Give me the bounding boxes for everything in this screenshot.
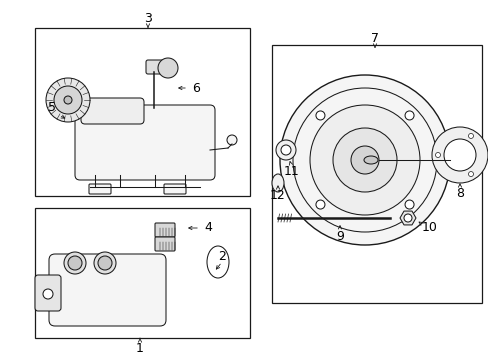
Text: 3: 3	[144, 12, 152, 24]
FancyBboxPatch shape	[75, 105, 215, 180]
Text: 8: 8	[455, 188, 463, 201]
Circle shape	[54, 86, 82, 114]
Circle shape	[281, 145, 290, 155]
Circle shape	[64, 96, 72, 104]
Circle shape	[468, 172, 472, 176]
Circle shape	[275, 140, 295, 160]
Circle shape	[309, 105, 419, 215]
Circle shape	[43, 289, 53, 299]
Circle shape	[404, 111, 413, 120]
Ellipse shape	[363, 156, 377, 164]
Circle shape	[332, 128, 396, 192]
Text: 6: 6	[192, 81, 200, 94]
Text: 7: 7	[370, 31, 378, 45]
Circle shape	[468, 134, 472, 139]
Circle shape	[315, 200, 325, 209]
FancyBboxPatch shape	[49, 254, 165, 326]
Circle shape	[226, 135, 237, 145]
Bar	[271, 45, 481, 303]
Text: 4: 4	[203, 221, 211, 234]
FancyBboxPatch shape	[35, 275, 61, 311]
FancyBboxPatch shape	[146, 60, 168, 74]
Circle shape	[94, 252, 116, 274]
FancyBboxPatch shape	[443, 150, 458, 170]
Circle shape	[64, 252, 86, 274]
Circle shape	[435, 153, 440, 157]
Circle shape	[350, 146, 378, 174]
Text: 12: 12	[269, 189, 285, 202]
Text: 5: 5	[48, 102, 56, 114]
Text: 10: 10	[421, 221, 437, 234]
Circle shape	[280, 75, 449, 245]
FancyBboxPatch shape	[81, 98, 143, 124]
Bar	[35, 28, 249, 196]
FancyBboxPatch shape	[163, 184, 185, 194]
Text: 1: 1	[136, 342, 143, 355]
Ellipse shape	[271, 174, 284, 192]
Bar	[35, 208, 249, 338]
FancyBboxPatch shape	[155, 237, 175, 251]
Circle shape	[68, 256, 82, 270]
FancyBboxPatch shape	[89, 184, 111, 194]
Text: 2: 2	[218, 249, 225, 262]
Text: 11: 11	[284, 166, 299, 179]
Circle shape	[46, 78, 90, 122]
Circle shape	[315, 111, 325, 120]
FancyBboxPatch shape	[155, 223, 175, 237]
Text: 9: 9	[335, 230, 343, 243]
Circle shape	[443, 139, 475, 171]
Circle shape	[158, 58, 178, 78]
Circle shape	[98, 256, 112, 270]
Circle shape	[431, 127, 487, 183]
Circle shape	[404, 200, 413, 209]
Circle shape	[403, 214, 411, 222]
